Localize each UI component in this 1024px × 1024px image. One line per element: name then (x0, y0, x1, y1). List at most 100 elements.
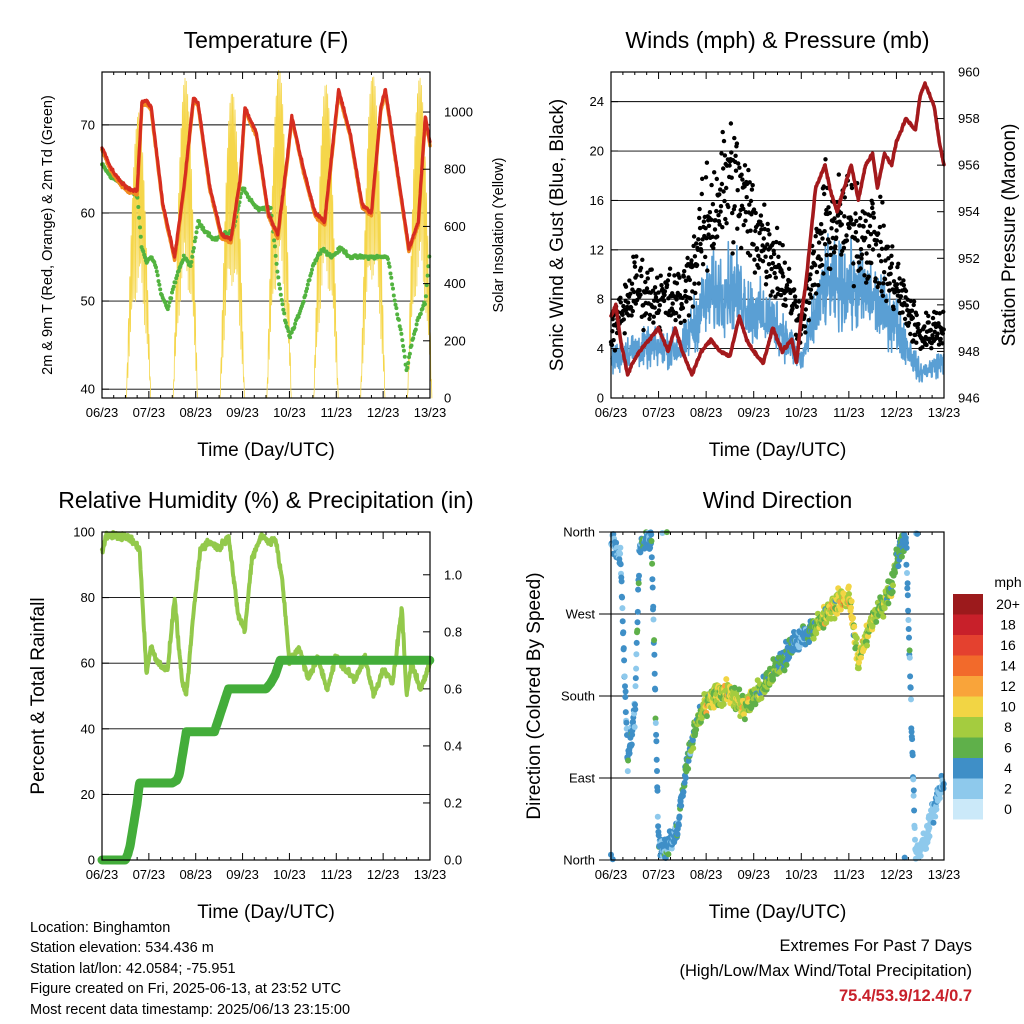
legend-label: 8 (1004, 719, 1012, 735)
dewpoint-point (272, 244, 277, 249)
wind-direction-point (674, 831, 681, 838)
gust-point (827, 240, 832, 245)
dewpoint-point (427, 254, 432, 259)
gust-point (888, 264, 894, 270)
x-tick-label: 11/23 (833, 405, 865, 420)
gust-point (656, 290, 661, 295)
gust-point (751, 207, 757, 212)
gust-point (709, 217, 714, 222)
y-right-tick-label: 200 (444, 333, 466, 348)
gust-point (753, 210, 758, 216)
gust-point (842, 214, 847, 219)
gust-point (735, 188, 740, 193)
wind-direction-point (905, 607, 912, 614)
y-right-tick-label: 948 (958, 344, 980, 359)
gust-point (897, 276, 902, 281)
dewpoint-point (389, 275, 394, 280)
y-tick-label: 4 (597, 341, 604, 356)
wind-direction-point (904, 592, 911, 599)
gust-point (763, 254, 768, 259)
dewpoint-point (392, 298, 397, 303)
gust-point (687, 277, 692, 283)
dewpoint-point (387, 264, 392, 269)
gust-point (870, 247, 876, 252)
gust-point (710, 234, 715, 239)
x-tick-label: 06/23 (86, 405, 119, 420)
dewpoint-point (423, 294, 428, 299)
gust-point (816, 240, 822, 245)
gust-point (769, 266, 774, 272)
dewpoint-point (400, 338, 405, 343)
gust-point (928, 327, 933, 333)
gust-point (782, 260, 787, 265)
gust-point (740, 177, 745, 182)
gust-point (877, 281, 882, 286)
y-right-tick-label: 0.0 (444, 853, 462, 868)
dewpoint-point (343, 249, 348, 254)
gust-point (865, 229, 871, 234)
gust-point (809, 265, 814, 270)
gust-point (849, 185, 855, 191)
dewpoint-point (272, 238, 277, 243)
gust-point (828, 245, 834, 251)
gust-point (651, 314, 656, 319)
gust-point (680, 305, 686, 311)
gust-point (688, 296, 693, 301)
gust-point (774, 225, 780, 231)
wind-direction-point (911, 807, 918, 814)
gust-point (754, 246, 760, 251)
wind-direction-point (622, 709, 629, 716)
wind-direction-point (885, 600, 892, 607)
wind-direction-point (632, 683, 639, 690)
gust-point (816, 283, 821, 288)
dewpoint-point (191, 249, 196, 254)
dewpoint-point (154, 269, 159, 274)
wind-direction-point (903, 561, 910, 568)
wind-direction-point (651, 637, 658, 644)
dewpoint-point (318, 251, 323, 256)
gust-point (621, 303, 626, 309)
gust-point (803, 330, 808, 335)
gust-point (855, 238, 860, 243)
extremes-values: 75.4/53.9/12.4/0.7 (838, 987, 972, 1005)
panel-1: Temperature (F) 06/23 07/23 08/23 09/23 10/23… (40, 27, 507, 461)
plot-area (97, 530, 435, 865)
y-tick-label: 12 (590, 242, 604, 257)
wind-direction-point (848, 604, 854, 611)
gust-point (913, 332, 918, 337)
gust-point (768, 255, 774, 260)
wind-direction-point (938, 772, 945, 779)
wind-direction-point (781, 667, 788, 674)
dewpoint-point (301, 299, 306, 304)
wind-direction-point (890, 582, 896, 589)
wind-direction-point (905, 626, 912, 632)
wind-direction-point (634, 627, 641, 634)
gust-point (752, 270, 758, 275)
gust-point (923, 310, 929, 315)
wind-direction-point (910, 776, 917, 783)
gust-point (877, 224, 883, 230)
gust-point (704, 160, 710, 165)
gust-point (629, 281, 635, 286)
gust-point (634, 273, 639, 278)
gust-point (692, 281, 697, 286)
x-tick-label: 08/23 (179, 867, 212, 882)
wind-direction-point (654, 768, 660, 774)
dewpoint-point (395, 312, 400, 317)
gust-point (906, 320, 912, 326)
gust-point (649, 267, 654, 272)
plot-frame (101, 71, 431, 399)
wind-direction-point (904, 580, 911, 587)
y-tick-label: North (563, 853, 595, 868)
wind-direction-point (904, 585, 911, 592)
wind-direction-point (648, 554, 655, 561)
wind-direction-point (618, 578, 625, 585)
gust-point (692, 254, 698, 259)
dewpoint-point (273, 253, 278, 258)
gust-point (703, 175, 709, 180)
dewpoint-point (305, 286, 309, 291)
gust-point (770, 261, 775, 266)
y-tick-label: 24 (590, 94, 604, 109)
gust-point (741, 206, 746, 212)
